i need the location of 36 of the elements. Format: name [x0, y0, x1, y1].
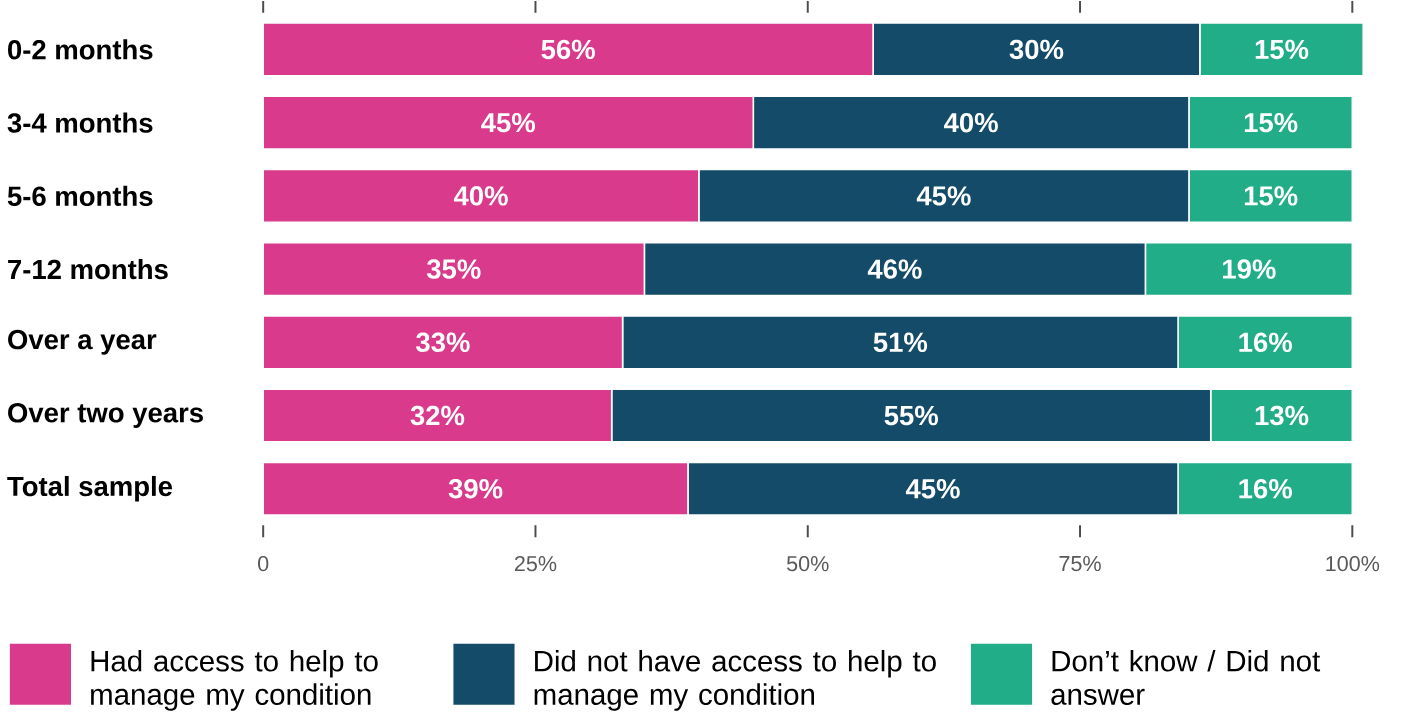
data-label: 30% — [1009, 39, 1064, 60]
x-tick-label: 0 — [258, 556, 269, 572]
data-label: 19% — [1223, 259, 1276, 280]
data-label: 45% — [916, 186, 971, 206]
y-tick-label: 5-6 months — [7, 185, 153, 207]
data-label: 55% — [884, 406, 938, 426]
data-label: 39% — [448, 479, 503, 499]
data-label: 15% — [1244, 113, 1298, 133]
data-label: 15% — [1244, 186, 1298, 206]
y-tick-label: 7-12 months — [8, 259, 168, 280]
data-label: 51% — [873, 332, 928, 353]
y-tick-label: 0-2 months — [8, 39, 153, 60]
data-label: 16% — [1239, 332, 1292, 353]
data-label: 45% — [481, 113, 536, 133]
legend-label: Had access to help to manage my condition — [91, 650, 378, 711]
data-label: 40% — [453, 186, 508, 206]
x-tick-label: 25% — [514, 556, 557, 572]
data-label: 40% — [944, 113, 998, 133]
y-tick-label: Total sample — [7, 476, 173, 502]
y-tick-label: Over a year — [8, 330, 157, 355]
data-label: 13% — [1255, 405, 1309, 426]
x-tick-label: 100% — [1326, 556, 1380, 572]
data-label: 45% — [905, 479, 960, 499]
data-label: 35% — [426, 259, 481, 280]
data-label: 33% — [416, 332, 470, 353]
y-tick-label: Over two years — [8, 403, 203, 429]
y-tick-label: 3-4 months — [7, 112, 153, 133]
data-label: 16% — [1239, 479, 1292, 499]
data-label: 32% — [410, 405, 465, 426]
legend-label: Did not have access to help to manage my condition — [534, 650, 936, 711]
data-label: 15% — [1255, 39, 1309, 60]
data-label: 46% — [867, 259, 922, 280]
data-label: 56% — [541, 39, 595, 60]
x-tick-label: 75% — [1059, 556, 1101, 572]
legend-label: Don’t know / Did not answer — [1051, 650, 1321, 706]
x-tick-label: 50% — [786, 556, 829, 572]
